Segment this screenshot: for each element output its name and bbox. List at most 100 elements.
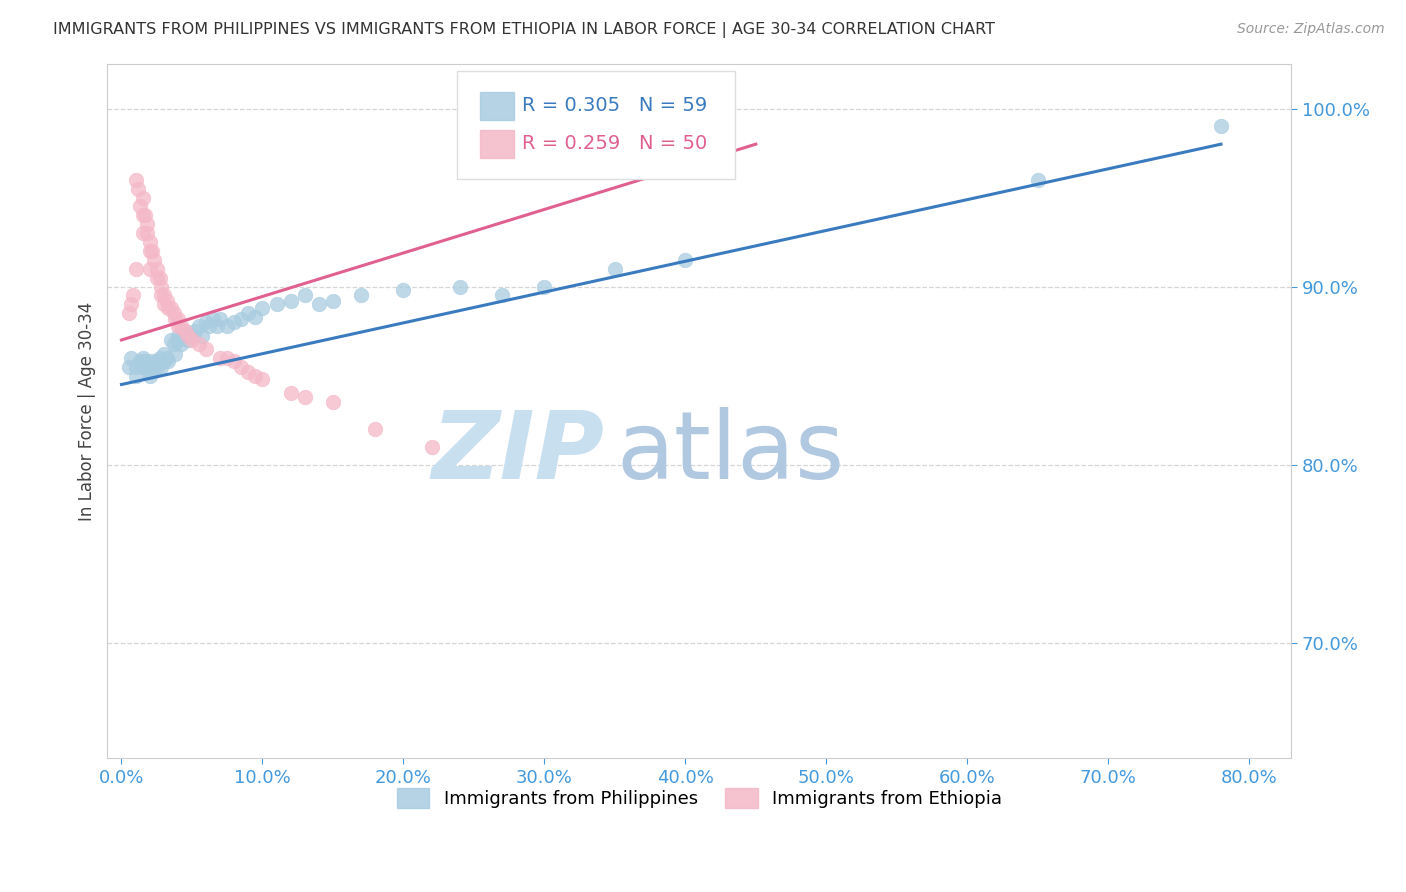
Point bbox=[152, 297, 174, 311]
Point bbox=[322, 395, 344, 409]
Point bbox=[184, 324, 207, 338]
Point bbox=[224, 315, 246, 329]
Bar bbox=[481, 92, 513, 120]
Point bbox=[181, 329, 204, 343]
Point bbox=[280, 386, 302, 401]
Point bbox=[202, 311, 225, 326]
Point bbox=[245, 310, 267, 324]
Point bbox=[167, 318, 190, 333]
Point bbox=[191, 329, 214, 343]
Point bbox=[155, 293, 177, 308]
Point bbox=[145, 354, 167, 368]
Point bbox=[167, 333, 190, 347]
Point bbox=[209, 351, 232, 365]
Point bbox=[117, 306, 139, 320]
Point bbox=[174, 324, 197, 338]
Point bbox=[177, 333, 200, 347]
Point bbox=[148, 270, 170, 285]
Point bbox=[120, 351, 142, 365]
Point bbox=[142, 252, 165, 267]
Point bbox=[149, 279, 172, 293]
Point bbox=[134, 354, 156, 368]
Point bbox=[131, 208, 153, 222]
Point bbox=[149, 359, 172, 374]
Point bbox=[266, 297, 288, 311]
Point bbox=[138, 235, 160, 249]
Point bbox=[181, 333, 204, 347]
Point bbox=[491, 288, 513, 302]
Point bbox=[145, 261, 167, 276]
Point bbox=[121, 288, 143, 302]
Point bbox=[134, 208, 156, 222]
Point bbox=[163, 347, 186, 361]
Point bbox=[149, 288, 172, 302]
Point bbox=[238, 365, 260, 379]
Point bbox=[145, 270, 167, 285]
Point bbox=[131, 226, 153, 240]
Legend: Immigrants from Philippines, Immigrants from Ethiopia: Immigrants from Philippines, Immigrants … bbox=[389, 780, 1010, 815]
Point bbox=[127, 182, 149, 196]
Point bbox=[159, 333, 181, 347]
Point bbox=[141, 244, 163, 258]
Point bbox=[188, 336, 211, 351]
Point bbox=[162, 306, 184, 320]
Point bbox=[141, 354, 163, 368]
Point bbox=[135, 359, 157, 374]
Point bbox=[322, 293, 344, 308]
Text: IMMIGRANTS FROM PHILIPPINES VS IMMIGRANTS FROM ETHIOPIA IN LABOR FORCE | AGE 30-: IMMIGRANTS FROM PHILIPPINES VS IMMIGRANT… bbox=[53, 22, 995, 38]
Point bbox=[138, 365, 160, 379]
Point bbox=[252, 301, 274, 315]
Point bbox=[152, 288, 174, 302]
Point bbox=[392, 283, 415, 297]
Point bbox=[308, 297, 330, 311]
Point bbox=[124, 359, 146, 374]
Y-axis label: In Labor Force | Age 30-34: In Labor Force | Age 30-34 bbox=[79, 301, 96, 521]
Point bbox=[238, 306, 260, 320]
FancyBboxPatch shape bbox=[457, 71, 735, 178]
Point bbox=[131, 359, 153, 374]
Point bbox=[198, 318, 221, 333]
Point bbox=[155, 351, 177, 365]
Point bbox=[138, 261, 160, 276]
Point bbox=[177, 329, 200, 343]
Point bbox=[188, 318, 211, 333]
Point bbox=[217, 318, 239, 333]
Point bbox=[195, 342, 218, 356]
Point bbox=[294, 288, 316, 302]
Point bbox=[420, 440, 443, 454]
Text: Source: ZipAtlas.com: Source: ZipAtlas.com bbox=[1237, 22, 1385, 37]
Point bbox=[167, 329, 190, 343]
Point bbox=[170, 318, 193, 333]
Point bbox=[174, 324, 197, 338]
Point bbox=[162, 336, 184, 351]
Point bbox=[224, 354, 246, 368]
Text: atlas: atlas bbox=[617, 407, 845, 499]
Point bbox=[152, 347, 174, 361]
Point bbox=[294, 390, 316, 404]
Point bbox=[207, 318, 229, 333]
Point bbox=[449, 279, 471, 293]
Point bbox=[245, 368, 267, 383]
Text: R = 0.305   N = 59: R = 0.305 N = 59 bbox=[522, 96, 707, 115]
Point bbox=[1209, 120, 1232, 134]
Point bbox=[280, 293, 302, 308]
Point bbox=[1026, 173, 1049, 187]
Point bbox=[167, 311, 190, 326]
Point bbox=[145, 359, 167, 374]
Point bbox=[533, 279, 555, 293]
Point bbox=[148, 351, 170, 365]
Point bbox=[138, 244, 160, 258]
Point bbox=[120, 297, 142, 311]
Point bbox=[156, 301, 179, 315]
Point bbox=[231, 359, 253, 374]
Text: R = 0.259   N = 50: R = 0.259 N = 50 bbox=[522, 135, 707, 153]
Point bbox=[131, 351, 153, 365]
Point bbox=[117, 359, 139, 374]
Point bbox=[209, 311, 232, 326]
Point bbox=[159, 301, 181, 315]
Text: ZIP: ZIP bbox=[432, 407, 605, 499]
Point bbox=[135, 217, 157, 231]
Point bbox=[364, 422, 387, 436]
Point bbox=[170, 336, 193, 351]
Point bbox=[124, 261, 146, 276]
